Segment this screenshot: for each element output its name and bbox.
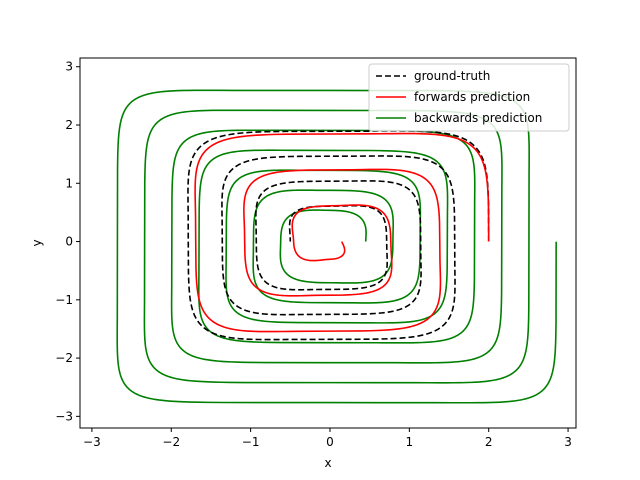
y-tick-label: −2 <box>55 351 73 365</box>
legend-label-forwards-prediction: forwards prediction <box>414 90 530 104</box>
x-tick-label: −3 <box>83 435 101 449</box>
y-axis-ticks: −3 −2 −1 0 1 2 3 <box>55 60 80 423</box>
series-line-forwards-prediction <box>194 132 490 333</box>
x-tick-label: −1 <box>242 435 260 449</box>
series-line-ground-truth <box>187 130 490 341</box>
x-tick-label: 1 <box>406 435 414 449</box>
y-axis-label: y <box>30 239 44 246</box>
y-tick-label: −3 <box>55 409 73 423</box>
series-layer <box>116 89 557 404</box>
x-tick-label: −2 <box>162 435 180 449</box>
x-axis-label: x <box>324 456 331 470</box>
series-line-backwards-prediction <box>116 89 557 404</box>
x-tick-label: 0 <box>326 435 334 449</box>
y-tick-label: 1 <box>65 176 73 190</box>
x-axis-ticks: −3 −2 −1 0 1 2 3 <box>83 428 572 449</box>
plot-frame <box>79 57 577 429</box>
legend-label-ground-truth: ground-truth <box>414 69 490 83</box>
y-tick-label: −1 <box>55 293 73 307</box>
y-tick-label: 3 <box>65 60 73 74</box>
x-tick-label: 2 <box>485 435 493 449</box>
legend-box <box>368 63 570 132</box>
x-tick-label: 3 <box>564 435 572 449</box>
y-tick-label: 2 <box>65 118 73 132</box>
legend-label-backwards-prediction: backwards prediction <box>414 111 542 125</box>
legend: ground-truth forwards prediction backwar… <box>368 63 570 132</box>
y-tick-label: 0 <box>65 235 73 249</box>
